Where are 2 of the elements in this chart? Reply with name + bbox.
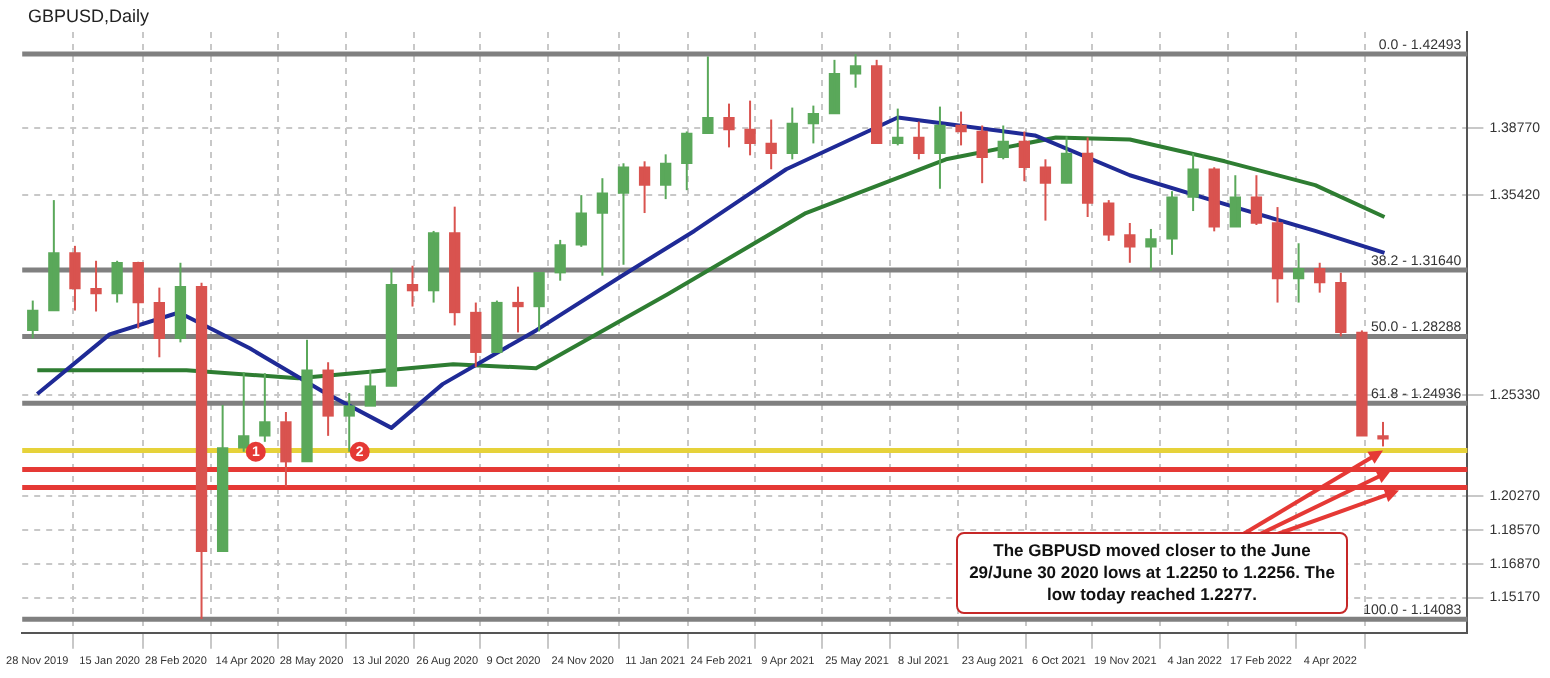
- chart-title: GBPUSD,Daily: [28, 6, 150, 26]
- annotation: The GBPUSD moved closer to the June 29/June 30 2020 lows at 1.2250 to 1.2256. The low today reached 1.2277.: [956, 532, 1348, 615]
